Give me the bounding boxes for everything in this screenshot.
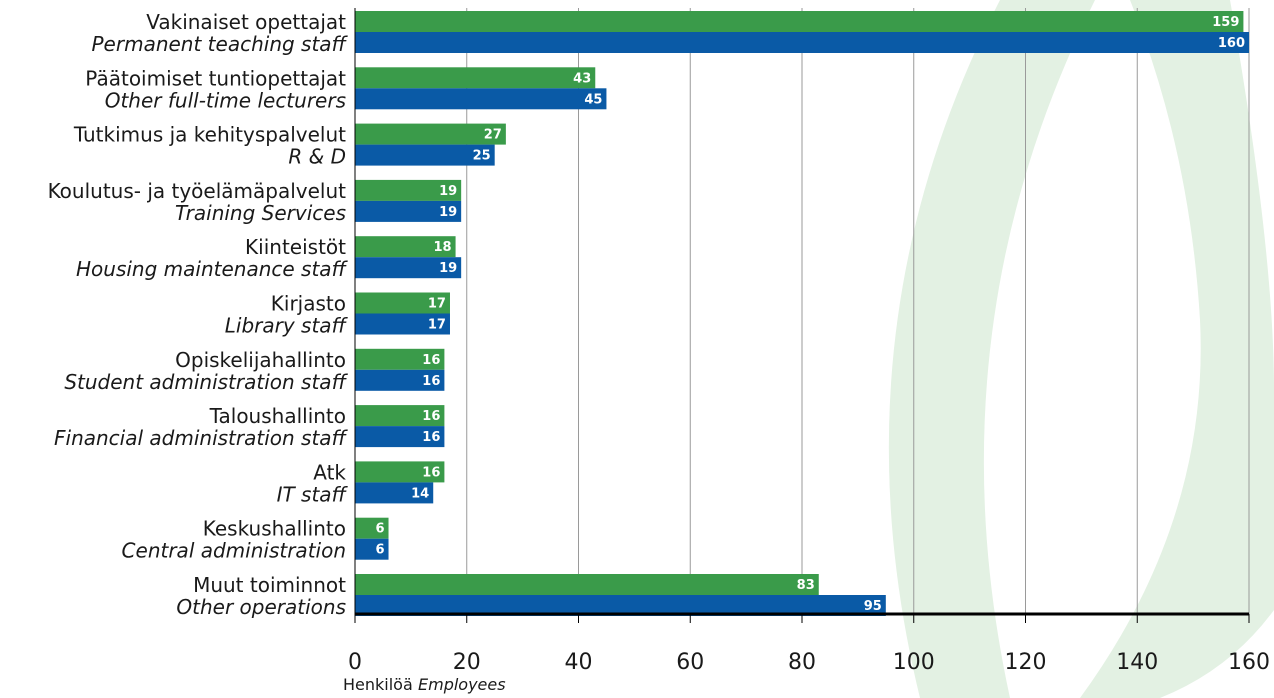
- x-tick-label: 160: [1228, 650, 1270, 675]
- bar: [355, 144, 495, 166]
- bar: [355, 88, 607, 110]
- category-label-en: IT staff: [277, 482, 349, 506]
- data-label: 159: [1212, 15, 1239, 30]
- category-label-en: Other full-time lecturers: [105, 88, 346, 112]
- value-labels: 159 160 43 45 27 25 19 19 18 19 17 17 16 16 16 16 16 14 6 6…: [375, 15, 1245, 614]
- category-label-fi: Keskushallinto: [203, 517, 346, 541]
- category-label-fi: Opiskelijahallinto: [175, 348, 346, 372]
- bar: [355, 482, 434, 504]
- data-label: 43: [573, 71, 591, 86]
- bar: [355, 200, 462, 222]
- category-label-fi: Vakinaiset opettajat: [146, 10, 346, 34]
- data-label: 16: [422, 430, 440, 445]
- category-label-en: Training Services: [175, 201, 346, 225]
- data-label: 16: [422, 409, 440, 424]
- bar: [355, 257, 462, 279]
- background-arc-right: [1080, 0, 1274, 698]
- bar: [355, 67, 596, 89]
- bar: [355, 32, 1249, 53]
- data-label: 45: [584, 92, 602, 107]
- data-label: 18: [433, 240, 451, 255]
- data-label: 19: [439, 261, 457, 276]
- bar: [355, 405, 445, 427]
- data-label: 83: [797, 578, 815, 593]
- data-label: 16: [422, 465, 440, 480]
- x-tick-label: 40: [565, 650, 593, 675]
- category-label-fi: Atk: [313, 460, 346, 484]
- category-label-en: Permanent teaching staff: [92, 32, 349, 56]
- background-arc-left: [888, 0, 1095, 698]
- category-label-en: Financial administration staff: [54, 426, 349, 450]
- x-tick-label: 60: [676, 650, 704, 675]
- category-label-fi: Kiinteistöt: [245, 235, 346, 259]
- data-label: 19: [439, 205, 457, 220]
- bar: [355, 369, 445, 391]
- data-label: 6: [375, 543, 384, 558]
- bar: [355, 538, 389, 560]
- category-label-fi: Päätoimiset tuntiopettajat: [85, 66, 346, 90]
- x-axis-label: Henkilöä Employees: [343, 675, 506, 694]
- data-label: 16: [422, 353, 440, 368]
- category-label-fi: Muut toiminnot: [193, 573, 346, 597]
- data-label: 160: [1218, 36, 1245, 51]
- data-label: 17: [428, 297, 446, 312]
- bar: [355, 236, 456, 258]
- x-axis: 0 20 40 60 80 100 120 140 160: [348, 8, 1270, 675]
- category-label-fi: Tutkimus ja kehityspalvelut: [73, 123, 346, 147]
- category-label-en: Central administration: [122, 539, 346, 563]
- x-tick-label: 20: [453, 650, 481, 675]
- bar: [355, 179, 462, 201]
- bar: [355, 123, 506, 145]
- data-label: 14: [411, 486, 429, 501]
- data-label: 25: [473, 149, 491, 164]
- x-tick-label: 140: [1116, 650, 1158, 675]
- x-tick-label: 100: [893, 650, 935, 675]
- category-label-en: Housing maintenance staff: [76, 257, 349, 281]
- category-label-en: Other operations: [176, 595, 346, 619]
- x-tick-label: 0: [348, 650, 362, 675]
- data-label: 95: [864, 599, 882, 614]
- data-label: 19: [439, 184, 457, 199]
- bar: [355, 348, 445, 370]
- bars: [355, 11, 1249, 616]
- data-label: 17: [428, 318, 446, 333]
- bar: [355, 292, 450, 314]
- x-tick-label: 120: [1005, 650, 1047, 675]
- bar: [355, 517, 389, 539]
- bar: [355, 11, 1244, 32]
- bar: [355, 461, 445, 483]
- x-axis-label-en: Employees: [418, 675, 506, 694]
- category-label-fi: Koulutus- ja työelämäpalvelut: [48, 179, 347, 203]
- category-label-en: Library staff: [225, 314, 349, 338]
- data-label: 6: [375, 522, 384, 537]
- category-label-en: R & D: [288, 145, 346, 169]
- category-label-fi: Taloushallinto: [209, 404, 346, 428]
- data-label: 16: [422, 374, 440, 389]
- x-axis-label-fi: Henkilöä: [343, 675, 413, 694]
- bar: [355, 426, 445, 448]
- category-label-fi: Kirjasto: [271, 292, 346, 316]
- background-decoration: [888, 0, 1274, 698]
- x-tick-label: 80: [788, 650, 816, 675]
- data-label: 27: [484, 128, 502, 143]
- category-label-en: Student administration staff: [64, 370, 348, 394]
- bar: [355, 313, 450, 335]
- bar: [355, 595, 886, 616]
- bar: [355, 574, 819, 595]
